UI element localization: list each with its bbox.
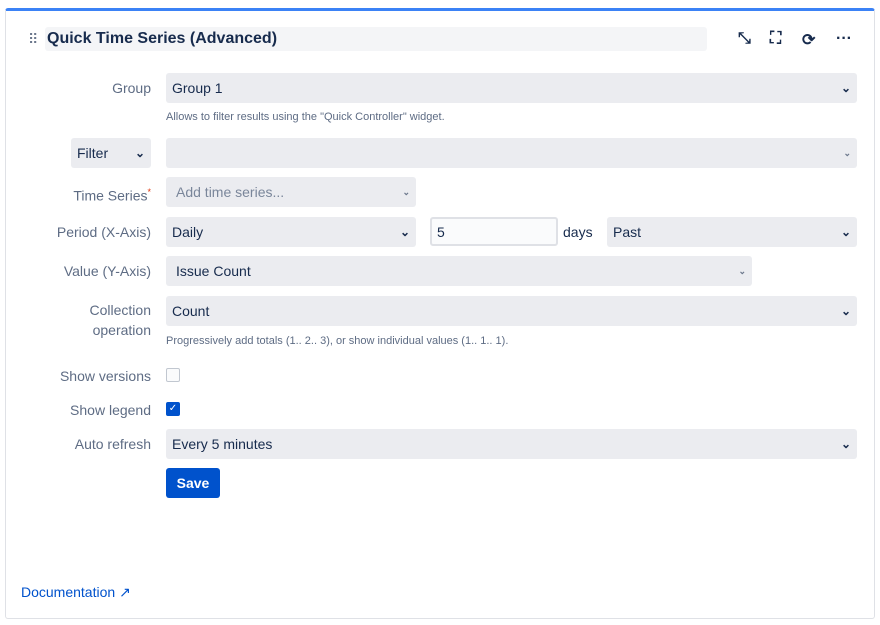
group-select[interactable]: Group 1 ⌄ bbox=[166, 73, 857, 103]
chevron-down-icon: ⌄ bbox=[840, 81, 851, 95]
time-series-placeholder: Add time series... bbox=[176, 184, 285, 200]
collection-select[interactable]: Count ⌄ bbox=[166, 296, 857, 326]
period-label: Period (X-Axis) bbox=[56, 224, 151, 240]
collection-value: Count bbox=[172, 303, 210, 319]
fullscreen-icon[interactable]: ⛶ bbox=[770, 30, 782, 47]
save-button[interactable]: Save bbox=[166, 468, 220, 498]
period-value: Daily bbox=[172, 224, 204, 240]
direction-value: Past bbox=[613, 224, 642, 240]
filter-label: Filter bbox=[77, 145, 109, 161]
show-legend-checkbox[interactable]: ✓ bbox=[166, 402, 180, 416]
group-value: Group 1 bbox=[172, 80, 223, 96]
value-value: Issue Count bbox=[176, 263, 251, 279]
period-count: 5 bbox=[437, 224, 445, 240]
check-icon: ✓ bbox=[168, 403, 178, 414]
value-select[interactable]: Issue Count ⌄ bbox=[166, 256, 752, 286]
time-series-select[interactable]: Add time series... ⌄ bbox=[166, 177, 416, 207]
group-hint: Allows to filter results using the "Quic… bbox=[166, 111, 445, 123]
direction-select[interactable]: Past ⌄ bbox=[607, 217, 857, 247]
chevron-down-icon: ⌄ bbox=[399, 225, 410, 239]
widget-title: Quick Time Series (Advanced) bbox=[47, 30, 278, 47]
external-link-icon: ↗ bbox=[119, 584, 131, 600]
documentation-label: Documentation bbox=[21, 584, 116, 600]
chevron-down-icon: ⌄ bbox=[840, 304, 851, 318]
chevron-down-icon: ⌄ bbox=[840, 437, 851, 451]
show-versions-checkbox[interactable] bbox=[166, 368, 180, 382]
value-label: Value (Y-Axis) bbox=[63, 263, 151, 279]
show-versions-label: Show versions bbox=[59, 368, 151, 384]
show-legend-label: Show legend bbox=[70, 402, 151, 418]
chevron-down-icon: ⌄ bbox=[843, 147, 851, 158]
auto-refresh-select[interactable]: Every 5 minutes ⌄ bbox=[166, 429, 857, 459]
chevron-down-icon: ⌄ bbox=[402, 186, 410, 197]
period-select[interactable]: Daily ⌄ bbox=[166, 217, 416, 247]
collapse-icon[interactable]: ⤡ bbox=[738, 30, 751, 47]
chevron-down-icon: ⌄ bbox=[134, 146, 145, 160]
refresh-icon[interactable]: ⟳ bbox=[802, 32, 816, 49]
collection-hint: Progressively add totals (1.. 2.. 3), or… bbox=[166, 335, 509, 347]
documentation-link[interactable]: Documentation ↗ bbox=[21, 584, 131, 601]
collection-label: Collection operation bbox=[89, 302, 151, 338]
period-count-input[interactable]: 5 bbox=[430, 217, 558, 246]
more-icon[interactable]: ··· bbox=[836, 30, 852, 47]
auto-refresh-value: Every 5 minutes bbox=[172, 436, 273, 452]
title-input[interactable]: Quick Time Series (Advanced) bbox=[45, 27, 707, 51]
chevron-down-icon: ⌄ bbox=[840, 225, 851, 239]
auto-refresh-label: Auto refresh bbox=[74, 436, 151, 452]
period-unit: days bbox=[563, 224, 593, 240]
filter-select[interactable]: ⌄ bbox=[166, 138, 857, 168]
time-series-label: Time Series* bbox=[73, 187, 151, 204]
chevron-down-icon: ⌄ bbox=[738, 265, 746, 276]
filter-button[interactable]: Filter ⌄ bbox=[71, 138, 151, 168]
drag-handle-icon[interactable]: ⠿ bbox=[28, 31, 39, 47]
group-label: Group bbox=[112, 80, 151, 96]
